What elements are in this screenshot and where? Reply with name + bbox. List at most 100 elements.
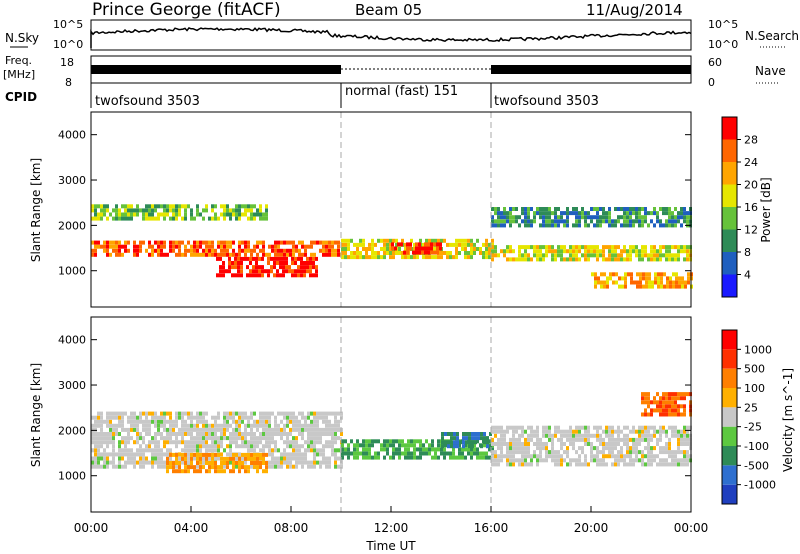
velocity-cell-0 bbox=[313, 460, 316, 465]
power-cell-0 bbox=[232, 240, 235, 245]
power-cell-1 bbox=[294, 269, 297, 274]
power-cell-3 bbox=[461, 238, 464, 243]
velocity-cell-4 bbox=[566, 437, 569, 442]
velocity-cell-0 bbox=[280, 456, 283, 461]
power-cell-6 bbox=[596, 207, 599, 211]
velocity-cell-4 bbox=[629, 437, 632, 442]
velocity-cell-0 bbox=[322, 432, 325, 436]
power-colorbar-ticklabel-6: 28 bbox=[744, 134, 758, 147]
power-cell-4 bbox=[391, 242, 394, 247]
nsky-tick-bottom-left: 10^0 bbox=[53, 38, 83, 51]
power-cell-0 bbox=[301, 240, 304, 245]
velocity-cell-0 bbox=[214, 427, 217, 432]
velocity-cell-0 bbox=[292, 415, 295, 420]
power-cell-6 bbox=[548, 215, 551, 220]
power-cell-3 bbox=[425, 238, 428, 243]
power-cell-1 bbox=[306, 261, 309, 265]
power-cell-0 bbox=[262, 244, 265, 249]
velocity-cell-0 bbox=[121, 419, 124, 424]
velocity-cell-4 bbox=[590, 450, 593, 455]
power-cell-0 bbox=[133, 252, 136, 257]
power-cell-3 bbox=[449, 255, 452, 260]
power-cell-3 bbox=[398, 247, 401, 251]
power-cell-1 bbox=[270, 256, 273, 261]
power-cell-1 bbox=[306, 269, 309, 274]
velocity-cell-3 bbox=[489, 432, 492, 436]
power-cell-3 bbox=[488, 242, 491, 247]
power-cell-6 bbox=[614, 219, 617, 224]
power-cell-0 bbox=[331, 252, 334, 257]
power-cell-5 bbox=[503, 253, 506, 258]
velocity-cell-4 bbox=[551, 433, 554, 438]
power-cell-3 bbox=[356, 251, 359, 255]
power-cell-5 bbox=[650, 249, 653, 254]
power-cell-6 bbox=[557, 223, 560, 228]
velocity-cell-4 bbox=[518, 458, 521, 463]
velocity-cell-0 bbox=[190, 432, 193, 436]
velocity-cell-0 bbox=[121, 456, 124, 461]
velocity-cell-0 bbox=[157, 448, 160, 453]
velocity-cell-0 bbox=[259, 440, 262, 445]
velocity-cell-0 bbox=[238, 436, 241, 441]
velocity-cell-4 bbox=[524, 429, 527, 434]
cpid-segment-1: twofsound 3503 bbox=[95, 94, 200, 109]
velocity-cell-2 bbox=[368, 451, 371, 456]
velocity-cell-0 bbox=[112, 460, 115, 465]
power-cell-5 bbox=[641, 249, 644, 254]
power-cell-7 bbox=[648, 276, 651, 281]
velocity-cell-0 bbox=[223, 448, 226, 453]
velocity-cell-4 bbox=[548, 433, 551, 438]
velocity-cell-4 bbox=[617, 442, 620, 446]
power-cell-3 bbox=[467, 242, 470, 247]
velocity-cell-4 bbox=[518, 450, 521, 455]
power-cell-0 bbox=[148, 240, 151, 245]
velocity-cell-0 bbox=[274, 432, 277, 436]
power-cell-6 bbox=[638, 211, 641, 216]
power-cell-6 bbox=[503, 219, 506, 224]
power-cell-0 bbox=[310, 244, 313, 249]
velocity-cell-0 bbox=[136, 419, 139, 424]
velocity-cell-2 bbox=[389, 439, 392, 444]
velocity-cell-0 bbox=[109, 423, 112, 428]
velocity-cell-2 bbox=[362, 455, 365, 460]
power-cell-6 bbox=[638, 207, 641, 211]
velocity-cell-0 bbox=[94, 452, 97, 457]
velocity-cell-0 bbox=[127, 427, 130, 432]
power-cell-2 bbox=[100, 216, 103, 221]
velocity-cell-4 bbox=[521, 450, 524, 455]
velocity-cell-0 bbox=[289, 460, 292, 465]
velocity-cell-4 bbox=[662, 458, 665, 463]
velocity-cell-0 bbox=[301, 432, 304, 436]
velocity-cell-4 bbox=[515, 446, 518, 451]
velocity-cell-0 bbox=[106, 423, 109, 428]
velocity-cell-2 bbox=[491, 447, 494, 452]
velocity-cell-0 bbox=[223, 411, 226, 416]
velocity-cell-0 bbox=[94, 415, 97, 420]
power-cell-0 bbox=[313, 252, 316, 257]
velocity-cell-5 bbox=[653, 396, 656, 401]
velocity-cell-5 bbox=[677, 392, 680, 397]
velocity-cell-0 bbox=[331, 448, 334, 453]
velocity-cell-2 bbox=[452, 455, 455, 460]
velocity-cell-2 bbox=[401, 439, 404, 444]
power-cell-0 bbox=[133, 240, 136, 245]
velocity-cell-0 bbox=[304, 460, 307, 465]
velocity-cell-1 bbox=[235, 452, 238, 457]
velocity-cell-4 bbox=[668, 454, 671, 459]
velocity-cell-4 bbox=[611, 454, 614, 459]
velocity-cell-4 bbox=[614, 458, 617, 463]
velocity-cell-0 bbox=[130, 448, 133, 453]
power-cell-1 bbox=[228, 269, 231, 274]
velocity-cell-0 bbox=[265, 423, 268, 428]
velocity-cell-4 bbox=[647, 462, 650, 467]
velocity-cell-0 bbox=[211, 427, 214, 432]
power-cell-3 bbox=[485, 255, 488, 260]
velocity-cell-0 bbox=[100, 436, 103, 441]
power-cell-6 bbox=[668, 211, 671, 216]
velocity-cell-1 bbox=[226, 461, 229, 465]
power-cell-1 bbox=[297, 269, 300, 274]
velocity-cell-0 bbox=[136, 423, 139, 428]
power-cell-6 bbox=[602, 215, 605, 220]
velocity-cell-1 bbox=[259, 452, 262, 457]
